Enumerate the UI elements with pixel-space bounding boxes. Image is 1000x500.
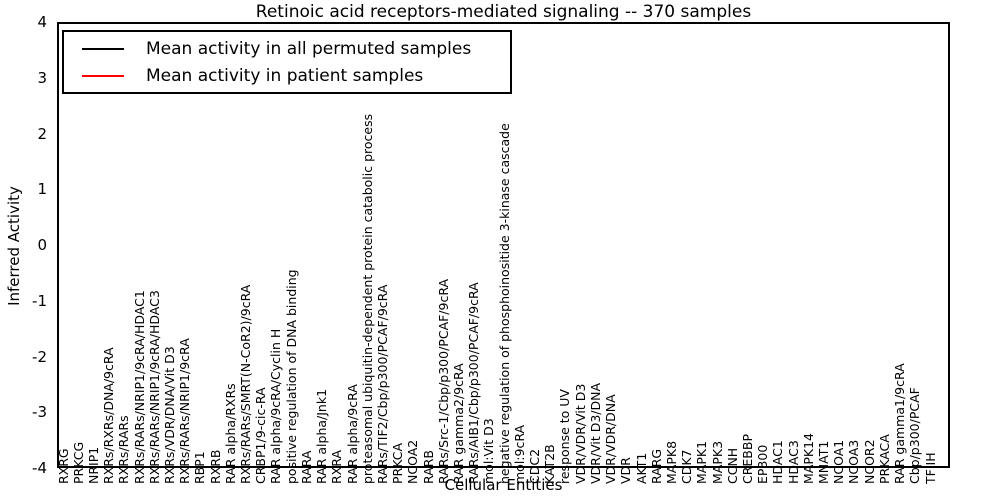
y-tick-label: 1 [37,180,47,199]
y-tick-label: -4 [32,459,47,477]
permuted-line-sample [82,47,124,50]
y-tick-label: 4 [37,13,47,31]
y-axis-tick-labels: 4 3 2 1 0 -1 -2 -3 -4 [0,13,50,477]
y-tick-label: 3 [37,68,47,87]
y-tick-label: -2 [32,347,47,366]
legend-item-permuted: Mean activity in all permuted samples [74,39,500,59]
x-axis-label: Cellular Entities [444,476,563,494]
y-tick-label: -3 [32,403,47,422]
y-tick-label: 2 [37,124,47,143]
y-tick-label: -1 [32,291,47,310]
legend-item-patient: Mean activity in patient samples [74,66,500,86]
chart-title: Retinoic acid receptors-mediated signali… [255,2,752,22]
legend: Mean activity in all permuted samples Me… [62,30,512,94]
patient-line-sample [82,74,124,77]
legend-label-patient: Mean activity in patient samples [146,65,424,86]
legend-label-permuted: Mean activity in all permuted samples [146,38,472,59]
y-tick-label: 0 [37,236,47,254]
y-axis-label: Inferred Activity [5,186,23,306]
